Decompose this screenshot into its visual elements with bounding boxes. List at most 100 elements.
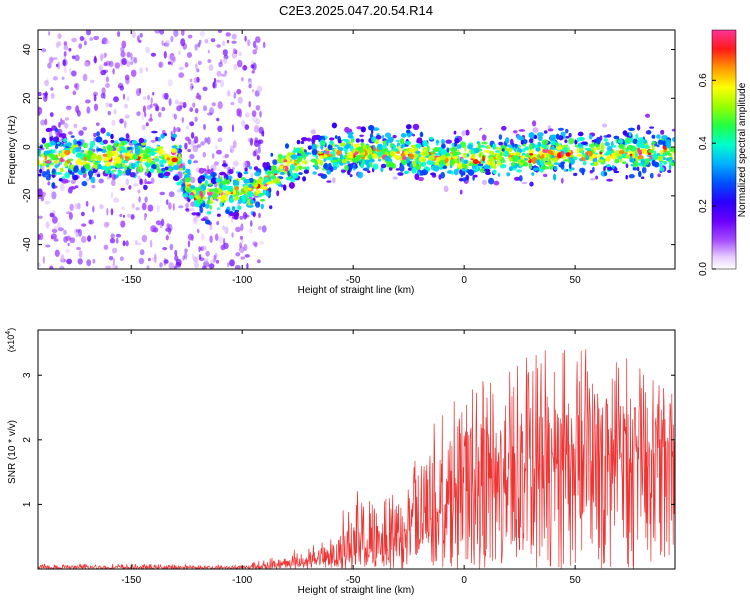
spectrogram-cell bbox=[592, 158, 598, 163]
spectrogram-noise-cell bbox=[85, 200, 89, 207]
spectrogram-cell bbox=[471, 152, 475, 159]
spectrogram-cell bbox=[441, 143, 446, 149]
spectrogram-noise-cell bbox=[86, 259, 92, 267]
spectrogram-noise-cell bbox=[130, 56, 136, 63]
spectrogram-noise-cell bbox=[74, 54, 80, 62]
spectrogram-cell bbox=[449, 159, 455, 166]
x-tick-label: -150 bbox=[121, 575, 141, 586]
spectrogram-cell bbox=[228, 198, 234, 203]
spectrogram-cell bbox=[440, 139, 446, 145]
y-tick-label: 2 bbox=[22, 437, 33, 443]
spectrogram-cell bbox=[329, 151, 333, 155]
spectrogram-cell bbox=[568, 156, 572, 160]
spectrogram-cell bbox=[137, 142, 142, 146]
spectrogram-cell bbox=[560, 150, 564, 158]
spectrogram-noise-cell bbox=[255, 118, 261, 125]
spectrogram-cell bbox=[188, 195, 195, 200]
spectrogram-noise-cell bbox=[200, 30, 205, 37]
spectrogram-cell bbox=[237, 172, 243, 179]
spectrogram-cell bbox=[415, 150, 421, 154]
spectrogram-noise-cell bbox=[209, 107, 215, 115]
spectrogram-noise-cell bbox=[232, 48, 237, 54]
spectrogram-noise-cell bbox=[131, 203, 136, 209]
spectrogram-noise-cell bbox=[253, 242, 258, 248]
spectrogram-cell bbox=[412, 133, 415, 137]
spectrogram-noise-cell bbox=[232, 167, 235, 170]
spectrogram-cell bbox=[41, 162, 48, 166]
spectrogram-cell bbox=[508, 166, 514, 172]
spectrogram-noise-cell bbox=[105, 76, 109, 83]
spectrogram-cell bbox=[375, 135, 382, 140]
spectrogram-cell bbox=[179, 168, 184, 171]
spectrogram-cell bbox=[186, 187, 190, 193]
spectrogram-cell bbox=[393, 148, 399, 152]
spectrogram-noise-cell bbox=[141, 112, 144, 121]
spectrogram-cell bbox=[501, 125, 507, 131]
spectrogram-cell bbox=[439, 163, 445, 167]
spectrogram-cell bbox=[639, 143, 646, 149]
spectrogram-noise-cell bbox=[106, 207, 109, 216]
spectrogram-cell bbox=[433, 147, 439, 152]
spectrogram-cell bbox=[467, 144, 473, 150]
spectrogram-noise-cell bbox=[40, 119, 46, 126]
spectrogram-noise-cell bbox=[256, 154, 260, 160]
spectrogram-noise-cell bbox=[190, 142, 195, 148]
spectrogram-cell bbox=[270, 165, 277, 172]
spectrogram-cell bbox=[440, 171, 446, 179]
spectrogram-noise-cell bbox=[62, 59, 66, 66]
spectrogram-noise-cell bbox=[196, 144, 202, 148]
spectrogram-noise-cell bbox=[220, 73, 227, 77]
spectrogram-noise-cell bbox=[162, 92, 167, 100]
spectrogram-cell bbox=[499, 163, 507, 169]
spectrogram-cell bbox=[143, 184, 148, 191]
spectrogram-noise-cell bbox=[139, 249, 145, 256]
spectrogram-noise-cell bbox=[232, 160, 239, 167]
spectrogram-cell bbox=[414, 173, 420, 180]
spectrogram-noise-cell bbox=[182, 102, 187, 109]
spectrogram-cell bbox=[171, 157, 178, 163]
spectrogram-noise-cell bbox=[252, 49, 257, 55]
spectrogram-noise-cell bbox=[195, 63, 198, 70]
spectrogram-cell bbox=[510, 152, 517, 156]
spectrogram-cell bbox=[633, 160, 639, 167]
spectrogram-noise-cell bbox=[56, 41, 62, 47]
spectrogram-cell bbox=[326, 180, 332, 183]
spectrogram-cell bbox=[415, 143, 422, 148]
spectrogram-noise-cell bbox=[172, 203, 175, 211]
spectrogram-cell bbox=[243, 171, 249, 175]
spectrogram-noise-cell bbox=[147, 94, 150, 101]
spectrogram-noise-cell bbox=[180, 38, 186, 47]
spectrogram-noise-cell bbox=[209, 235, 213, 243]
spectrogram-cell bbox=[292, 150, 297, 154]
spectrogram-cell bbox=[234, 186, 239, 191]
spectrogram-noise-cell bbox=[204, 137, 208, 144]
spectrogram-noise-cell bbox=[54, 249, 60, 257]
spectrogram-cell bbox=[44, 150, 51, 155]
spectrogram-noise-cell bbox=[72, 90, 77, 96]
spectrogram-cell bbox=[457, 157, 460, 164]
y-tick-label: 40 bbox=[22, 44, 33, 56]
spectrogram-noise-cell bbox=[42, 256, 46, 264]
spectrogram-noise-cell bbox=[87, 235, 92, 242]
spectrogram-noise-cell bbox=[51, 228, 58, 233]
spectrogram-cell bbox=[347, 169, 351, 175]
spectrogram-noise-cell bbox=[71, 70, 77, 77]
spectrogram-cell bbox=[181, 183, 186, 187]
spectrogram-cell bbox=[39, 168, 43, 174]
spectrogram-noise-cell bbox=[124, 114, 130, 119]
spectrogram-cell bbox=[372, 127, 380, 131]
spectrogram-noise-cell bbox=[216, 149, 222, 155]
spectrogram-cell bbox=[485, 171, 491, 176]
spectrogram-cell bbox=[465, 129, 470, 136]
spectrogram-y-label: Frequency (Hz) bbox=[7, 116, 18, 185]
spectrogram-noise-cell bbox=[174, 99, 179, 105]
spectrogram-cell bbox=[568, 162, 572, 170]
spectrogram-noise-cell bbox=[190, 201, 196, 207]
spectrogram-noise-cell bbox=[136, 242, 142, 246]
spectrogram-cell bbox=[638, 150, 642, 156]
spectrogram-noise-cell bbox=[154, 253, 157, 260]
spectrogram-cell bbox=[670, 162, 675, 167]
spectrogram-cell bbox=[459, 189, 463, 195]
spectrogram-noise-cell bbox=[189, 121, 195, 127]
spectrogram-cell bbox=[651, 144, 655, 151]
